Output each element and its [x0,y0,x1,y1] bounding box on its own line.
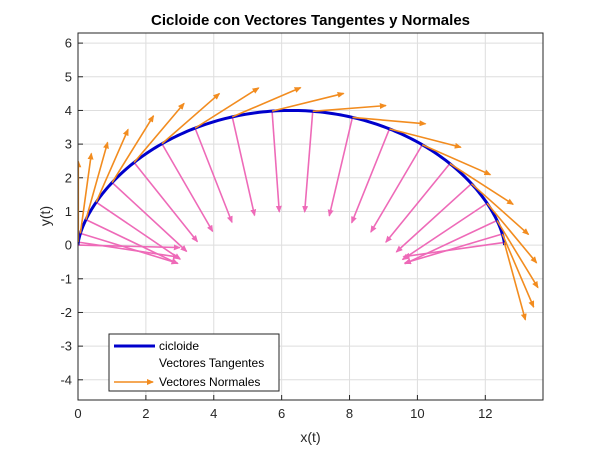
x-tick-label: 12 [478,406,492,421]
tangent-vector [501,233,535,308]
y-tick-label: -2 [60,305,72,320]
tangent-vector [449,162,514,206]
normal-vector [370,144,423,233]
tangent-vector [231,86,302,118]
y-tick-label: 5 [65,69,72,84]
normal-vector [403,233,503,265]
tangent-vector [470,183,530,236]
tangent-vector [389,128,462,149]
x-tick-label: 4 [210,406,217,421]
normal-vector [194,127,233,224]
x-tick-label: 2 [142,406,149,421]
y-tick-label: 4 [65,103,72,118]
legend: cicloide Vectores Tangentes Vectores Nor… [108,333,280,392]
normal-vector [395,183,473,253]
y-tick-label: 0 [65,238,72,253]
tangent-vector [352,116,427,127]
x-tick-label: 0 [74,406,81,421]
tangent-vector [111,115,155,183]
y-tick-label: -3 [60,339,72,354]
normal-vector [80,232,179,265]
legend-label-cicloide: cicloide [159,339,199,353]
tangent-vector [503,242,527,321]
chart-title: Cicloide con Vectores Tangentes y Normal… [151,12,470,29]
normal-vector [161,143,214,233]
normal-vector [231,116,257,217]
normal-vectors [78,111,505,265]
y-tick-label: 1 [65,204,72,219]
normal-vector [385,163,451,243]
normal-vector [133,161,199,243]
tangent-vector [85,141,109,220]
tangent-vector [133,102,185,163]
x-tick-label: 10 [410,406,424,421]
normal-vector [302,111,314,213]
x-axis-label: x(t) [300,429,320,445]
normal-vector [402,241,505,259]
normal-vector [78,241,180,260]
y-tick-label: -4 [60,372,72,387]
normal-vector [111,181,188,253]
tangent-vector [161,92,221,145]
tangent-vector [496,220,539,289]
x-tick-label: 6 [278,406,285,421]
tangent-vector [312,103,387,113]
normal-vector [95,201,182,260]
y-tick-label: 3 [65,137,72,152]
normal-vector [404,219,498,265]
cycloid-curve [78,108,507,246]
tangent-vector [486,202,538,264]
y-tick-label: -1 [60,271,72,286]
normal-vector [85,218,179,265]
legend-label-tangentes: Vectores Tangentes [159,356,264,370]
tangent-vector [79,152,94,234]
x-tick-label: 8 [346,406,353,421]
tangent-vector [271,91,345,112]
legend-label-normales: Vectores Normales [159,375,260,389]
tangent-vector [421,144,492,176]
y-tick-label: 6 [65,36,72,51]
normal-vector [271,111,282,213]
tangent-vector [194,87,260,129]
normal-vector [401,202,488,261]
normal-vector [327,117,354,217]
tangent-vector [95,128,129,203]
plot-frame [77,32,544,401]
y-tick-label: 2 [65,170,72,185]
y-axis-label: y(t) [37,206,53,226]
normal-vector [350,128,391,224]
